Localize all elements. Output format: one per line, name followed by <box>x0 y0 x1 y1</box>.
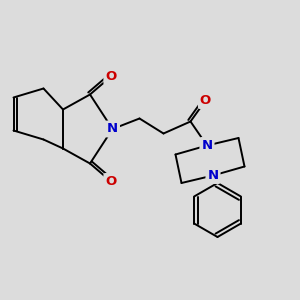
Text: N: N <box>107 122 118 136</box>
Text: N: N <box>201 139 213 152</box>
Text: N: N <box>207 169 219 182</box>
Text: O: O <box>105 175 117 188</box>
Text: O: O <box>200 94 211 107</box>
Text: O: O <box>105 70 117 83</box>
